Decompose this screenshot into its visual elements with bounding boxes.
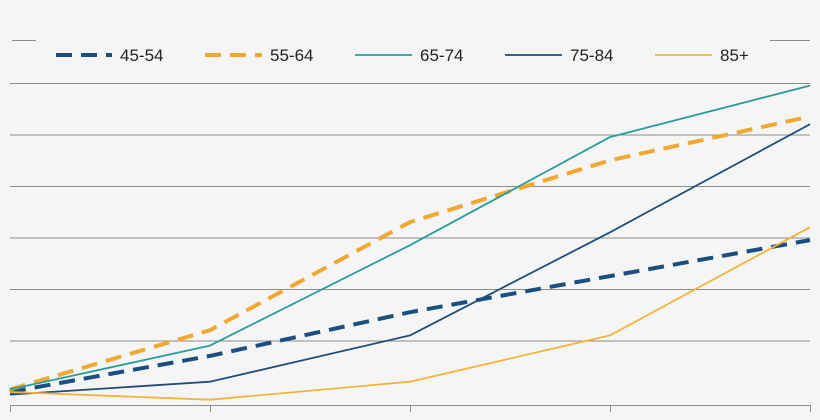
series-line-55-64 xyxy=(9,114,811,392)
legend-label: 85+ xyxy=(720,46,749,65)
legend-label: 55-64 xyxy=(270,46,313,65)
legend-label: 45-54 xyxy=(120,46,163,65)
series-line-45-54 xyxy=(9,238,811,394)
gridlines xyxy=(10,40,810,342)
series-line-85+ xyxy=(9,226,811,401)
series-lines xyxy=(9,84,811,401)
legend: 45-54 55-64 65-74 75-84 85+ xyxy=(56,46,749,65)
legend-label: 65-74 xyxy=(420,46,463,65)
series-line-75-84 xyxy=(9,123,811,396)
series-line-65-74 xyxy=(9,84,811,391)
legend-label: 75-84 xyxy=(570,46,613,65)
x-axis xyxy=(10,405,811,412)
